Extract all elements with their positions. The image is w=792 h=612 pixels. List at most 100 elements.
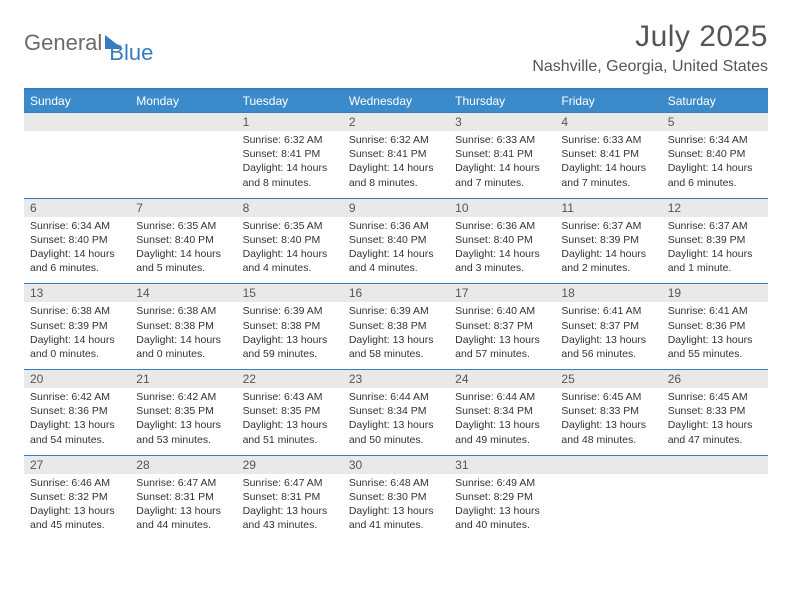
day-line: and 58 minutes. (349, 347, 443, 361)
calendar-cell: 3Sunrise: 6:33 AMSunset: 8:41 PMDaylight… (449, 113, 555, 198)
calendar-cell: 31Sunrise: 6:49 AMSunset: 8:29 PMDayligh… (449, 456, 555, 541)
day-line: Sunset: 8:41 PM (561, 147, 655, 161)
day-line: Sunset: 8:30 PM (349, 490, 443, 504)
week-row: 1Sunrise: 6:32 AMSunset: 8:41 PMDaylight… (24, 112, 768, 198)
calendar-cell: 9Sunrise: 6:36 AMSunset: 8:40 PMDaylight… (343, 199, 449, 284)
day-header: Monday (130, 90, 236, 112)
brand-text-1: General (24, 30, 102, 56)
day-line: and 57 minutes. (455, 347, 549, 361)
calendar-cell: 18Sunrise: 6:41 AMSunset: 8:37 PMDayligh… (555, 284, 661, 369)
calendar-cell: 16Sunrise: 6:39 AMSunset: 8:38 PMDayligh… (343, 284, 449, 369)
day-number: 28 (130, 456, 236, 474)
calendar-cell: 4Sunrise: 6:33 AMSunset: 8:41 PMDaylight… (555, 113, 661, 198)
day-line: Sunrise: 6:36 AM (455, 219, 549, 233)
day-body: Sunrise: 6:43 AMSunset: 8:35 PMDaylight:… (237, 388, 343, 455)
day-line: Daylight: 13 hours (668, 418, 762, 432)
calendar-cell: 22Sunrise: 6:43 AMSunset: 8:35 PMDayligh… (237, 370, 343, 455)
day-body: Sunrise: 6:35 AMSunset: 8:40 PMDaylight:… (237, 217, 343, 284)
day-header: Thursday (449, 90, 555, 112)
day-number: 21 (130, 370, 236, 388)
day-line: Sunrise: 6:39 AM (243, 304, 337, 318)
day-body (662, 474, 768, 536)
day-line: Daylight: 13 hours (136, 504, 230, 518)
day-line: and 2 minutes. (561, 261, 655, 275)
day-line: Daylight: 14 hours (243, 161, 337, 175)
day-body: Sunrise: 6:47 AMSunset: 8:31 PMDaylight:… (237, 474, 343, 541)
day-line: Daylight: 13 hours (30, 418, 124, 432)
day-body (24, 131, 130, 193)
day-body: Sunrise: 6:34 AMSunset: 8:40 PMDaylight:… (24, 217, 130, 284)
calendar-cell (555, 456, 661, 541)
day-number: 11 (555, 199, 661, 217)
day-header: Tuesday (237, 90, 343, 112)
calendar-cell: 14Sunrise: 6:38 AMSunset: 8:38 PMDayligh… (130, 284, 236, 369)
day-line: Sunrise: 6:39 AM (349, 304, 443, 318)
day-line: Daylight: 14 hours (668, 161, 762, 175)
calendar: Sunday Monday Tuesday Wednesday Thursday… (24, 88, 768, 540)
day-body: Sunrise: 6:46 AMSunset: 8:32 PMDaylight:… (24, 474, 130, 541)
calendar-cell: 26Sunrise: 6:45 AMSunset: 8:33 PMDayligh… (662, 370, 768, 455)
day-line: Daylight: 14 hours (668, 247, 762, 261)
calendar-cell: 23Sunrise: 6:44 AMSunset: 8:34 PMDayligh… (343, 370, 449, 455)
day-line: Sunset: 8:40 PM (136, 233, 230, 247)
day-line: Sunrise: 6:32 AM (349, 133, 443, 147)
day-body: Sunrise: 6:44 AMSunset: 8:34 PMDaylight:… (449, 388, 555, 455)
day-line: Sunrise: 6:35 AM (243, 219, 337, 233)
day-line: and 49 minutes. (455, 433, 549, 447)
day-body: Sunrise: 6:34 AMSunset: 8:40 PMDaylight:… (662, 131, 768, 198)
day-line: and 6 minutes. (30, 261, 124, 275)
calendar-cell: 6Sunrise: 6:34 AMSunset: 8:40 PMDaylight… (24, 199, 130, 284)
day-line: Daylight: 13 hours (243, 504, 337, 518)
day-line: Sunset: 8:35 PM (243, 404, 337, 418)
day-number: 23 (343, 370, 449, 388)
day-line: Sunset: 8:41 PM (243, 147, 337, 161)
calendar-cell: 12Sunrise: 6:37 AMSunset: 8:39 PMDayligh… (662, 199, 768, 284)
day-line: Sunset: 8:37 PM (561, 319, 655, 333)
day-line: Sunset: 8:37 PM (455, 319, 549, 333)
day-line: Sunrise: 6:38 AM (136, 304, 230, 318)
day-line: and 7 minutes. (561, 176, 655, 190)
calendar-cell: 11Sunrise: 6:37 AMSunset: 8:39 PMDayligh… (555, 199, 661, 284)
calendar-cell (130, 113, 236, 198)
day-number: 18 (555, 284, 661, 302)
day-line: Daylight: 13 hours (561, 333, 655, 347)
calendar-cell: 28Sunrise: 6:47 AMSunset: 8:31 PMDayligh… (130, 456, 236, 541)
day-body: Sunrise: 6:37 AMSunset: 8:39 PMDaylight:… (662, 217, 768, 284)
day-body: Sunrise: 6:41 AMSunset: 8:37 PMDaylight:… (555, 302, 661, 369)
day-line: Sunrise: 6:38 AM (30, 304, 124, 318)
day-number: 12 (662, 199, 768, 217)
day-header-row: Sunday Monday Tuesday Wednesday Thursday… (24, 90, 768, 112)
day-line: and 55 minutes. (668, 347, 762, 361)
day-line: and 5 minutes. (136, 261, 230, 275)
day-line: and 3 minutes. (455, 261, 549, 275)
day-body: Sunrise: 6:40 AMSunset: 8:37 PMDaylight:… (449, 302, 555, 369)
day-body: Sunrise: 6:37 AMSunset: 8:39 PMDaylight:… (555, 217, 661, 284)
day-line: Sunrise: 6:43 AM (243, 390, 337, 404)
day-line: Sunset: 8:39 PM (668, 233, 762, 247)
day-number: 24 (449, 370, 555, 388)
day-line: and 0 minutes. (136, 347, 230, 361)
weeks-container: 1Sunrise: 6:32 AMSunset: 8:41 PMDaylight… (24, 112, 768, 540)
calendar-cell: 21Sunrise: 6:42 AMSunset: 8:35 PMDayligh… (130, 370, 236, 455)
day-line: Sunset: 8:33 PM (668, 404, 762, 418)
day-number: 16 (343, 284, 449, 302)
day-number: 30 (343, 456, 449, 474)
day-body: Sunrise: 6:39 AMSunset: 8:38 PMDaylight:… (237, 302, 343, 369)
calendar-cell: 24Sunrise: 6:44 AMSunset: 8:34 PMDayligh… (449, 370, 555, 455)
day-line: and 59 minutes. (243, 347, 337, 361)
day-number: 4 (555, 113, 661, 131)
day-line: Daylight: 13 hours (349, 333, 443, 347)
day-line: Sunrise: 6:46 AM (30, 476, 124, 490)
day-line: Sunset: 8:31 PM (243, 490, 337, 504)
day-line: Daylight: 13 hours (30, 504, 124, 518)
day-line: Sunset: 8:40 PM (243, 233, 337, 247)
day-number: 8 (237, 199, 343, 217)
day-line: Sunset: 8:29 PM (455, 490, 549, 504)
day-header: Wednesday (343, 90, 449, 112)
day-line: Sunset: 8:39 PM (561, 233, 655, 247)
day-number: 6 (24, 199, 130, 217)
day-header: Saturday (662, 90, 768, 112)
day-line: Sunrise: 6:42 AM (30, 390, 124, 404)
day-line: Daylight: 14 hours (455, 247, 549, 261)
day-number: 13 (24, 284, 130, 302)
